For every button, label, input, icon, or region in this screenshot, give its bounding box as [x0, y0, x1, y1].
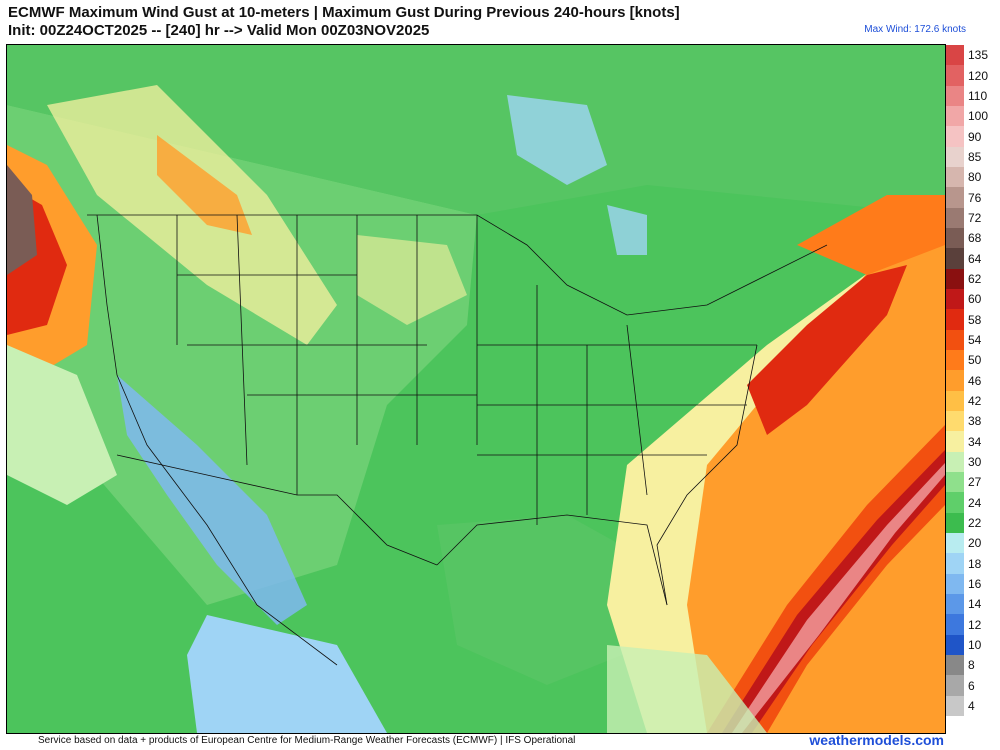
plains-yellow [357, 235, 467, 325]
mexico-blue [117, 375, 307, 625]
init-valid-line: Init: 00Z24OCT2025 -- [240] hr --> Valid… [8, 22, 430, 39]
gulf-of-mexico [437, 515, 657, 685]
hurricane-swath-orange [707, 425, 945, 733]
legend-swatch-76 [946, 187, 964, 209]
credit-text: Service based on data + products of Euro… [38, 735, 576, 746]
legend-swatch-24 [946, 492, 964, 514]
legend-swatch-38 [946, 411, 964, 432]
legend-label-6: 6 [968, 678, 975, 693]
legend-swatch-54 [946, 329, 964, 351]
legend-swatch-62 [946, 268, 964, 290]
legend-label-10: 10 [968, 637, 982, 652]
legend-swatch-58 [946, 309, 964, 331]
legend-label-58: 58 [968, 312, 982, 327]
legend-label-54: 54 [968, 332, 982, 347]
legend-label-34: 34 [968, 434, 982, 449]
rockies-orange [157, 135, 252, 235]
state-lines-east [476, 215, 757, 525]
coastline-west [96, 214, 338, 666]
legend-label-68: 68 [968, 231, 982, 246]
pacific-yellow [7, 345, 117, 505]
legend-swatch-30 [946, 451, 964, 473]
legend-label-46: 46 [968, 373, 982, 388]
legend-label-18: 18 [968, 556, 982, 571]
legend-swatch-12 [946, 614, 964, 636]
legend-label-27: 27 [968, 475, 982, 490]
map-title: ECMWF Maximum Wind Gust at 10-meters | M… [8, 4, 680, 21]
legend-swatch-110 [946, 85, 964, 107]
legend-swatch-27 [946, 472, 964, 493]
max-wind-label: Max Wind: 172.6 knots [864, 24, 966, 35]
legend-label-4: 4 [968, 698, 975, 713]
legend-swatch-68 [946, 228, 964, 249]
legend-swatch-100 [946, 106, 964, 127]
coastline-east [656, 344, 758, 606]
map-canvas [7, 45, 945, 733]
legend-swatch-10 [946, 634, 964, 656]
legend-label-38: 38 [968, 414, 982, 429]
hudson-cyan [507, 95, 607, 185]
ontario-cyan [607, 205, 647, 255]
legend-swatch-120 [946, 65, 964, 87]
legend-label-42: 42 [968, 393, 982, 408]
legend-label-85: 85 [968, 149, 982, 164]
legend-swatch-46 [946, 370, 964, 392]
legend-label-76: 76 [968, 190, 982, 205]
legend-swatch-20 [946, 533, 964, 554]
legend-swatch-72 [946, 207, 964, 229]
legend-label-12: 12 [968, 617, 982, 632]
legend-label-135: 135 [968, 48, 989, 63]
pnw-storm-core [7, 165, 37, 275]
legend-swatch-50 [946, 350, 964, 371]
legend-label-20: 20 [968, 536, 982, 551]
legend-swatch-16 [946, 573, 964, 595]
legend-label-24: 24 [968, 495, 982, 510]
legend-swatch-4 [946, 695, 964, 717]
legend-swatch-85 [946, 146, 964, 168]
legend-label-90: 90 [968, 129, 982, 144]
legend-label-60: 60 [968, 292, 982, 307]
legend-swatch-80 [946, 167, 964, 188]
legend-label-120: 120 [968, 68, 989, 83]
pacific-blue [187, 615, 387, 733]
us-canada-border [87, 214, 828, 316]
wind-gust-map[interactable] [6, 44, 946, 734]
legend-label-64: 64 [968, 251, 982, 266]
legend-swatch-135 [946, 45, 964, 66]
boundaries [87, 214, 828, 666]
legend-swatch-42 [946, 390, 964, 412]
ne-storm-red [747, 265, 907, 435]
legend-label-80: 80 [968, 170, 982, 185]
legend-swatch-18 [946, 553, 964, 575]
legend-label-22: 22 [968, 515, 982, 530]
us-mexico-border [116, 454, 438, 566]
land-canada [7, 45, 945, 215]
coastline-gulf [436, 514, 668, 606]
legend-swatch-14 [946, 594, 964, 615]
legend-swatch-90 [946, 126, 964, 148]
legend-label-50: 50 [968, 353, 982, 368]
brand-link[interactable]: weathermodels.com [809, 732, 944, 748]
caribbean [607, 645, 767, 733]
color-legend: 135 120 110 100 90 85 80 76 72 68 64 62 60 58 54 50 46 42… [946, 45, 996, 717]
legend-label-62: 62 [968, 271, 982, 286]
legend-swatch-60 [946, 289, 964, 310]
hurricane-swath-core [732, 463, 945, 733]
atlantic-orange [687, 215, 945, 733]
legend-label-8: 8 [968, 658, 975, 673]
state-lines-west [176, 214, 477, 495]
legend-label-72: 72 [968, 210, 982, 225]
land-west [7, 105, 477, 605]
legend-swatch-22 [946, 512, 964, 534]
legend-swatch-64 [946, 248, 964, 270]
nova-scotia-orange [797, 195, 945, 275]
legend-label-110: 110 [968, 88, 988, 103]
legend-swatch-34 [946, 431, 964, 453]
legend-label-30: 30 [968, 454, 982, 469]
legend-swatch-6 [946, 675, 964, 697]
legend-swatch-8 [946, 655, 964, 676]
legend-label-16: 16 [968, 576, 982, 591]
legend-label-14: 14 [968, 597, 982, 612]
legend-label-100: 100 [968, 109, 989, 124]
